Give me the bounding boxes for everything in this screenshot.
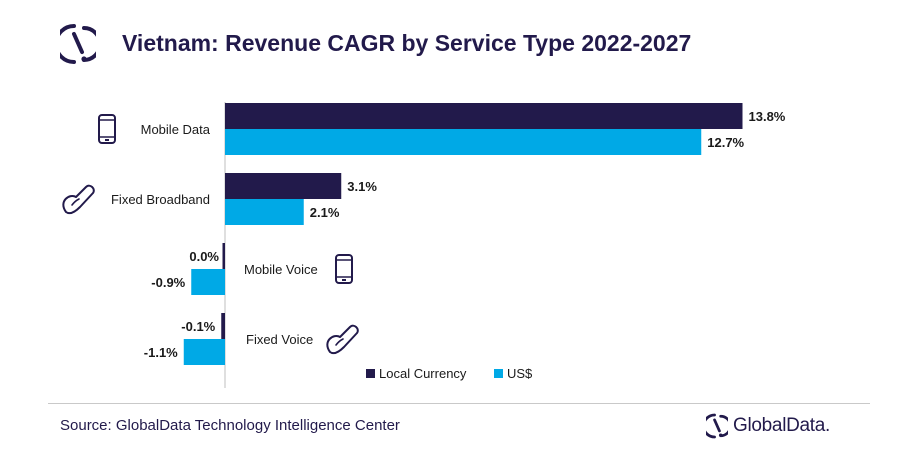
data-label-fixed-voice-local-currency: -0.1% xyxy=(181,319,215,334)
legend-swatch-local-currency xyxy=(366,369,375,378)
bar-mobile-data-local-currency xyxy=(225,103,743,129)
legend-swatch-us xyxy=(494,369,503,378)
mobile-phone-icon xyxy=(98,114,116,144)
source-note: Source: GlobalData Technology Intelligen… xyxy=(60,417,400,434)
brand-logo: GlobalData. xyxy=(706,410,830,442)
mobile-phone-icon xyxy=(335,254,353,284)
category-label-mobile-data: Mobile Data xyxy=(141,122,211,137)
bar-mobile-voice-us xyxy=(191,269,225,295)
bar-fixed-voice-us xyxy=(183,339,225,365)
category-label-mobile-voice: Mobile Voice xyxy=(244,262,318,277)
data-label-mobile-data-us: 12.7% xyxy=(707,135,744,150)
brand-name: GlobalData. xyxy=(733,415,831,436)
data-label-mobile-voice-local-currency: 0.0% xyxy=(189,249,219,264)
legend-label-local-currency: Local Currency xyxy=(379,366,467,381)
data-label-mobile-data-local-currency: 13.8% xyxy=(749,109,786,124)
bar-chart: 13.8% 12.7% Mobile Data 3.1% 2.1% Fixed Broad… xyxy=(62,102,786,388)
category-label-fixed-voice: Fixed Voice xyxy=(246,332,313,347)
telephone-handset-icon xyxy=(326,324,359,355)
globaldata-logo-icon xyxy=(60,24,96,64)
bar-fixed-broadband-us xyxy=(225,199,304,225)
chart-title: Vietnam: Revenue CAGR by Service Type 20… xyxy=(122,30,692,56)
footer-divider xyxy=(48,403,870,404)
bar-mobile-data-us xyxy=(225,129,702,155)
data-label-fixed-broadband-us: 2.1% xyxy=(310,205,340,220)
category-label-fixed-broadband: Fixed Broadband xyxy=(111,192,210,207)
bar-fixed-broadband-local-currency xyxy=(225,173,342,199)
bar-mobile-voice-local-currency xyxy=(222,243,225,269)
globaldata-logo-icon xyxy=(706,413,728,439)
data-label-fixed-voice-us: -1.1% xyxy=(144,345,178,360)
telephone-handset-icon xyxy=(62,184,95,215)
data-label-fixed-broadband-local-currency: 3.1% xyxy=(347,179,377,194)
legend-label-us: US$ xyxy=(507,366,533,381)
data-label-mobile-voice-us: -0.9% xyxy=(151,275,185,290)
bar-fixed-voice-local-currency xyxy=(221,313,225,339)
